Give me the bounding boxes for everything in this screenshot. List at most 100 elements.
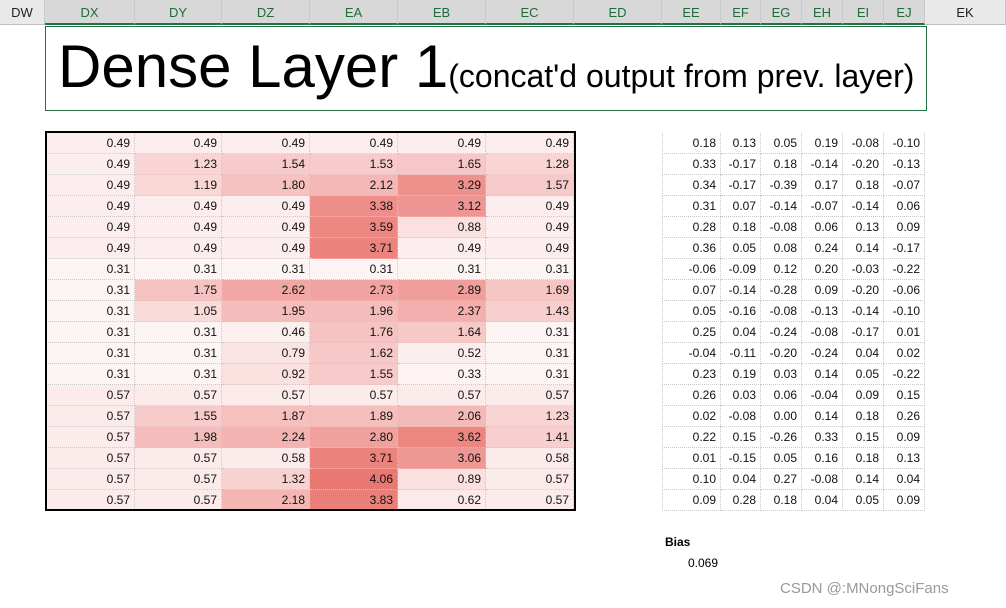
weight-cell: -0.07	[884, 175, 925, 196]
heat-cell: 0.31	[45, 322, 135, 343]
heat-cell: 0.57	[222, 385, 310, 406]
weight-cell: 0.17	[802, 175, 843, 196]
weight-cell: -0.14	[761, 196, 802, 217]
heat-cell: 0.49	[45, 154, 135, 175]
heat-cell: 0.31	[45, 259, 135, 280]
weight-cell: 0.28	[721, 490, 761, 511]
heat-cell: 0.31	[135, 364, 222, 385]
weight-cell: 0.02	[884, 343, 925, 364]
weight-cell: 0.04	[721, 322, 761, 343]
column-header: EH	[802, 0, 843, 25]
heat-cell: 0.57	[45, 490, 135, 511]
heat-cell: 0.57	[135, 448, 222, 469]
heat-cell: 1.64	[398, 322, 486, 343]
heat-cell: 0.31	[486, 322, 574, 343]
column-header: EA	[310, 0, 398, 25]
watermark: CSDN @:MNongSciFans	[780, 580, 949, 597]
heat-cell: 3.62	[398, 427, 486, 448]
weight-cell: -0.14	[843, 301, 884, 322]
heat-cell: 1.55	[310, 364, 398, 385]
weight-cell: -0.14	[721, 280, 761, 301]
heat-cell: 2.24	[222, 427, 310, 448]
column-header: ED	[574, 0, 662, 25]
weight-cell: 0.09	[884, 490, 925, 511]
heat-cell: 0.57	[45, 469, 135, 490]
column-header: DX	[45, 0, 135, 25]
heat-cell: 0.57	[486, 385, 574, 406]
weight-cell: -0.08	[721, 406, 761, 427]
weight-cell: 0.18	[843, 406, 884, 427]
heat-cell: 1.41	[486, 427, 574, 448]
heat-cell: 0.57	[310, 385, 398, 406]
heat-cell: 0.31	[398, 259, 486, 280]
heat-cell: 1.65	[398, 154, 486, 175]
column-header: EG	[761, 0, 802, 25]
heat-cell: 2.12	[310, 175, 398, 196]
heat-cell: 3.59	[310, 217, 398, 238]
weight-cell: -0.26	[761, 427, 802, 448]
weight-cell: 0.23	[662, 364, 721, 385]
weight-cell: 0.18	[721, 217, 761, 238]
weight-cell: 0.28	[662, 217, 721, 238]
weight-cell: 0.36	[662, 238, 721, 259]
weight-cell: 0.09	[662, 490, 721, 511]
weight-cell: -0.08	[802, 469, 843, 490]
weight-cell: -0.08	[802, 322, 843, 343]
weight-cell: 0.09	[843, 385, 884, 406]
heat-cell: 1.89	[310, 406, 398, 427]
heat-cell: 0.31	[45, 364, 135, 385]
weight-cell: 0.13	[721, 133, 761, 154]
weight-cell: -0.20	[843, 154, 884, 175]
title-sub: (concat'd output from prev. layer)	[448, 58, 915, 94]
weight-cell: 0.18	[662, 133, 721, 154]
weight-cell: 0.14	[843, 238, 884, 259]
weight-cell: -0.03	[843, 259, 884, 280]
heat-cell: 0.31	[45, 301, 135, 322]
heat-cell: 3.83	[310, 490, 398, 511]
heat-cell: 0.33	[398, 364, 486, 385]
heat-cell: 0.49	[135, 133, 222, 154]
weight-cell: 0.15	[884, 385, 925, 406]
weight-cell: 0.33	[662, 154, 721, 175]
heat-cell: 0.31	[135, 259, 222, 280]
weight-cell: -0.13	[884, 154, 925, 175]
heat-cell: 4.06	[310, 469, 398, 490]
weight-cell: -0.07	[802, 196, 843, 217]
weight-cell: 0.15	[843, 427, 884, 448]
heat-cell: 0.89	[398, 469, 486, 490]
heat-cell: 2.06	[398, 406, 486, 427]
heat-cell: 0.57	[398, 385, 486, 406]
heat-cell: 0.46	[222, 322, 310, 343]
heat-cell: 1.69	[486, 280, 574, 301]
weight-cell: 0.06	[884, 196, 925, 217]
heat-cell: 0.79	[222, 343, 310, 364]
weight-cell: 0.05	[662, 301, 721, 322]
weight-cell: 0.13	[884, 448, 925, 469]
weight-cell: 0.04	[802, 490, 843, 511]
weight-cell: 0.03	[721, 385, 761, 406]
heat-cell: 1.05	[135, 301, 222, 322]
weight-cell: 0.19	[802, 133, 843, 154]
heat-cell: 0.57	[486, 490, 574, 511]
heat-cell: 3.29	[398, 175, 486, 196]
weight-cell: -0.20	[843, 280, 884, 301]
column-header: EK	[925, 0, 1006, 25]
heat-cell: 1.75	[135, 280, 222, 301]
weight-cell: 0.14	[843, 469, 884, 490]
weight-cell: -0.09	[721, 259, 761, 280]
title-main: Dense Layer 1	[58, 33, 449, 100]
heat-cell: 2.18	[222, 490, 310, 511]
weight-cell: -0.04	[662, 343, 721, 364]
weight-cell: 0.09	[884, 427, 925, 448]
weight-cell: -0.10	[884, 301, 925, 322]
weight-cell: 0.16	[802, 448, 843, 469]
heat-cell: 0.49	[486, 196, 574, 217]
weight-cell: -0.11	[721, 343, 761, 364]
heat-cell: 0.88	[398, 217, 486, 238]
heat-cell: 3.71	[310, 238, 398, 259]
weight-cell: -0.06	[662, 259, 721, 280]
weight-cell: -0.20	[761, 343, 802, 364]
weight-cell: 0.01	[662, 448, 721, 469]
weight-cell: 0.26	[884, 406, 925, 427]
weight-cell: 0.18	[761, 490, 802, 511]
